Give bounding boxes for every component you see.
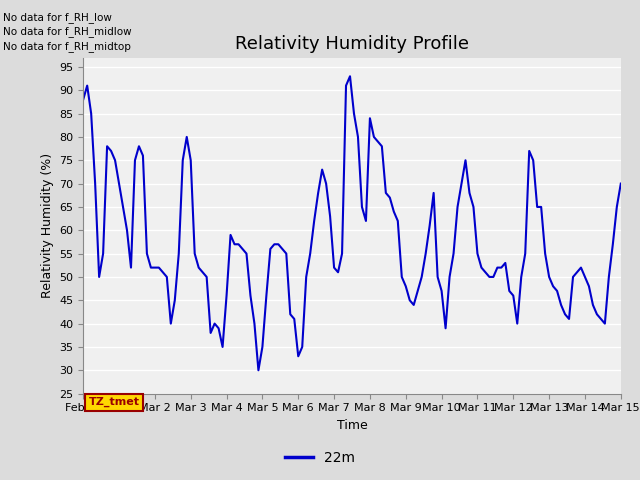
Text: No data for f_RH_midtop: No data for f_RH_midtop — [3, 41, 131, 52]
Text: TZ_tmet: TZ_tmet — [88, 397, 140, 407]
Y-axis label: Relativity Humidity (%): Relativity Humidity (%) — [41, 153, 54, 298]
Title: Relativity Humidity Profile: Relativity Humidity Profile — [235, 35, 469, 53]
Legend: 22m: 22m — [280, 445, 360, 471]
Text: No data for f_RH_low: No data for f_RH_low — [3, 12, 112, 23]
X-axis label: Time: Time — [337, 419, 367, 432]
Text: No data for f_RH_midlow: No data for f_RH_midlow — [3, 26, 132, 37]
